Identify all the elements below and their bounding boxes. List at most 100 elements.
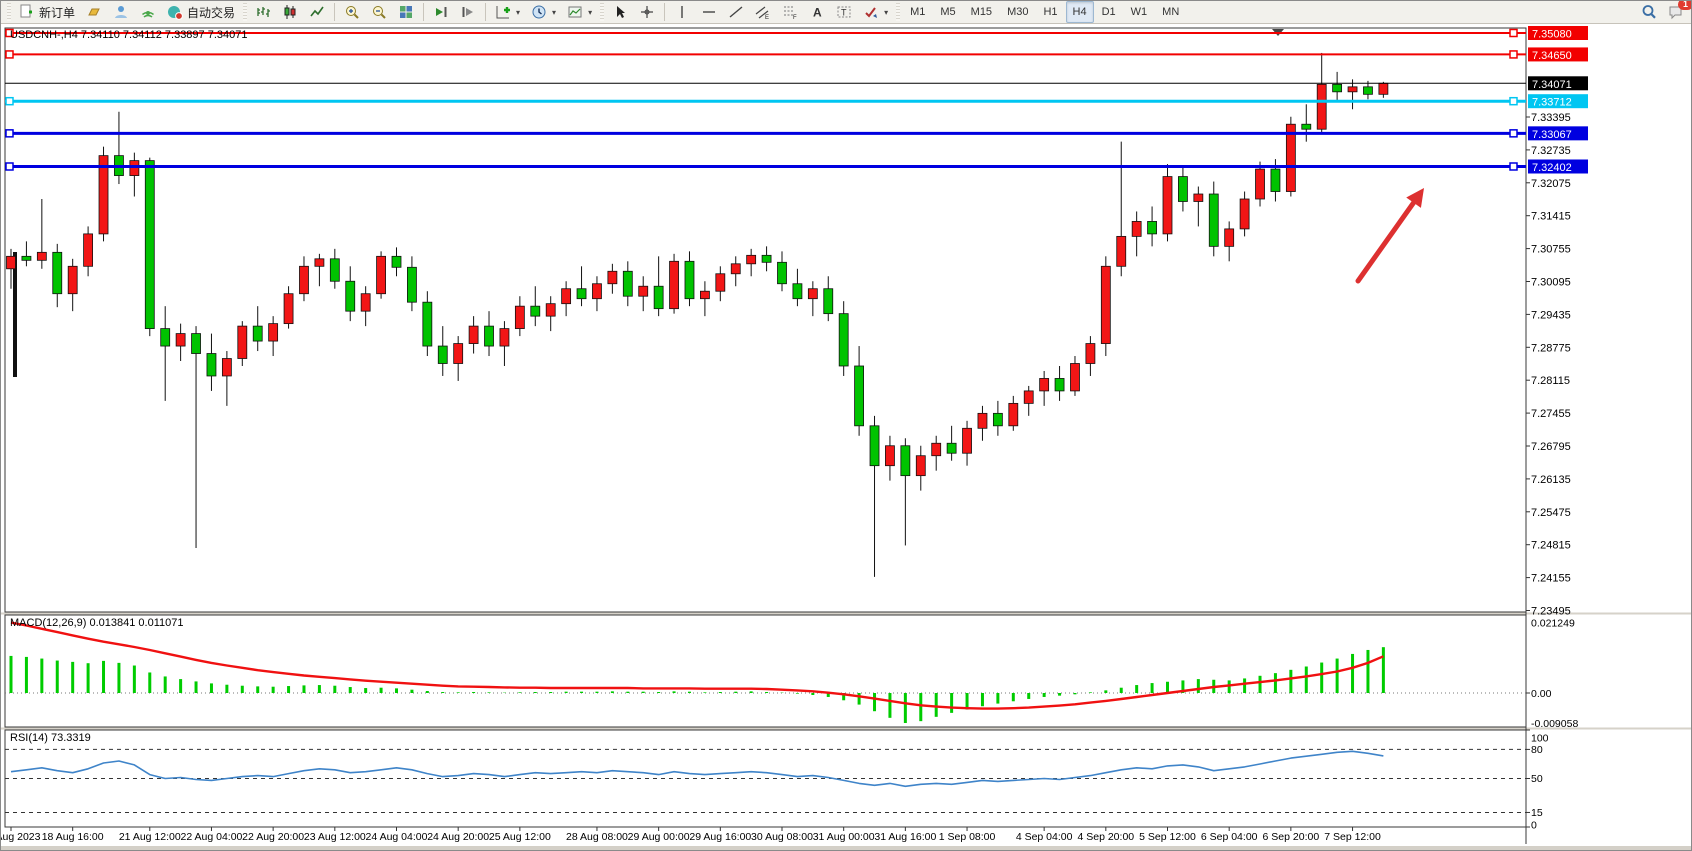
zoom-in-button[interactable] <box>339 1 365 23</box>
vertical-line-button[interactable] <box>669 1 695 23</box>
fibonacci-button[interactable]: F <box>777 1 803 23</box>
candle-body[interactable] <box>268 323 279 342</box>
candle-body[interactable] <box>746 254 757 265</box>
candle-body[interactable] <box>160 328 171 347</box>
line-handle[interactable] <box>5 129 14 138</box>
line-handle[interactable] <box>1509 162 1518 171</box>
candle-body[interactable] <box>175 333 186 347</box>
candle-body[interactable] <box>329 258 340 282</box>
arrow-annotation[interactable] <box>1355 188 1424 284</box>
candle-body[interactable] <box>792 283 803 300</box>
candle-body[interactable] <box>885 445 895 467</box>
timeframe-d1[interactable]: D1 <box>1101 6 1116 18</box>
gold-button[interactable] <box>81 1 107 23</box>
autotrading-button[interactable]: 自动交易 <box>162 1 240 23</box>
candle-body[interactable] <box>1239 198 1250 230</box>
line-handle[interactable] <box>5 28 14 38</box>
candle-body[interactable] <box>252 325 263 342</box>
community-button[interactable] <box>108 1 134 23</box>
timeframe-h1[interactable]: H1 <box>1043 6 1058 18</box>
line-handle[interactable] <box>5 96 14 106</box>
candle-body[interactable] <box>1178 176 1188 202</box>
candle-body[interactable] <box>376 255 386 295</box>
chart-window[interactable]: 7.33395 7.32735 7.32075 7.31415 7.30755 7.300… <box>1 24 1692 851</box>
candle-body[interactable] <box>931 442 942 457</box>
candle-body[interactable] <box>1285 123 1296 192</box>
candle-body[interactable] <box>1100 265 1111 344</box>
indicators-button[interactable]: ▾ <box>490 1 525 23</box>
candle-body[interactable] <box>206 353 217 377</box>
candle-body[interactable] <box>823 288 834 315</box>
candle-body[interactable] <box>992 412 1003 427</box>
candle-body[interactable] <box>484 325 494 347</box>
templates-button[interactable]: ▾ <box>562 1 597 23</box>
text-label-button[interactable]: T <box>831 1 857 23</box>
candle-body[interactable] <box>1116 235 1127 267</box>
text-button[interactable]: A <box>804 1 830 23</box>
candle-body[interactable] <box>854 365 864 427</box>
timeframe-m1[interactable]: M1 <box>910 6 926 18</box>
pane-splitter[interactable] <box>1 727 1692 730</box>
candle-body[interactable] <box>977 412 988 429</box>
candle-body[interactable] <box>700 290 710 300</box>
candle-body[interactable] <box>653 285 664 310</box>
timeframe-w1[interactable]: W1 <box>1130 6 1148 18</box>
candle-body[interactable] <box>191 333 201 354</box>
chart-shift-button[interactable] <box>455 1 481 23</box>
candle-body[interactable] <box>391 255 402 268</box>
candle-body[interactable] <box>545 303 556 317</box>
candlestick-chart-button[interactable] <box>277 1 303 23</box>
tile-windows-button[interactable] <box>393 1 419 23</box>
equidistant-channel-button[interactable]: E <box>750 1 776 23</box>
candle-body[interactable] <box>314 258 325 267</box>
line-handle[interactable] <box>1509 96 1518 106</box>
candle-body[interactable] <box>1270 168 1281 192</box>
price-chart[interactable]: 7.33395 7.32735 7.32075 7.31415 7.30755 7.300… <box>1 24 1692 851</box>
candle-body[interactable] <box>6 255 16 270</box>
bar-chart-button[interactable] <box>250 1 276 23</box>
candle-body[interactable] <box>1193 193 1204 202</box>
chat-button[interactable]: 1 <box>1663 1 1691 23</box>
candle-body[interactable] <box>1224 228 1235 247</box>
candle-body[interactable] <box>946 442 957 454</box>
timeframe-m15[interactable]: M15 <box>970 6 993 18</box>
candle-body[interactable] <box>838 313 849 367</box>
line-handle[interactable] <box>5 162 14 171</box>
timeframe-h4[interactable]: H4 <box>1065 1 1094 23</box>
timeframe-m5[interactable]: M5 <box>940 6 956 18</box>
timeframe-mn[interactable]: MN <box>1162 6 1180 18</box>
new-order-button[interactable]: 新订单 <box>14 1 80 23</box>
candle-body[interactable] <box>407 266 417 303</box>
candle-body[interactable] <box>98 155 109 235</box>
candle-body[interactable] <box>1301 123 1312 130</box>
trendline-button[interactable] <box>723 1 749 23</box>
candle-body[interactable] <box>1208 193 1219 247</box>
candle-body[interactable] <box>1039 378 1050 392</box>
candle-body[interactable] <box>761 254 772 263</box>
periods-button[interactable]: ▾ <box>526 1 561 23</box>
candle-body[interactable] <box>299 265 309 295</box>
pane-splitter[interactable] <box>1 612 1692 615</box>
line-handle[interactable] <box>1509 28 1518 38</box>
candle-body[interactable] <box>962 427 972 454</box>
candle-body[interactable] <box>21 255 32 261</box>
candle-body[interactable] <box>1147 221 1157 235</box>
candle-body[interactable] <box>283 293 294 325</box>
candle-body[interactable] <box>129 160 140 176</box>
arrows-button[interactable]: ▾ <box>858 1 893 23</box>
crosshair-button[interactable] <box>634 1 660 23</box>
candle-body[interactable] <box>468 325 479 344</box>
candle-body[interactable] <box>684 260 695 300</box>
candle-body[interactable] <box>1347 86 1358 93</box>
candle-body[interactable] <box>1054 378 1065 392</box>
candle-body[interactable] <box>221 358 232 377</box>
candle-body[interactable] <box>83 233 93 267</box>
candle-body[interactable] <box>1070 363 1080 392</box>
candle-body[interactable] <box>67 265 78 295</box>
candle-body[interactable] <box>622 270 633 297</box>
candle-body[interactable] <box>777 261 787 285</box>
candle-body[interactable] <box>715 273 726 292</box>
candle-body[interactable] <box>437 345 448 364</box>
candle-body[interactable] <box>360 293 371 312</box>
candle-body[interactable] <box>638 285 649 297</box>
